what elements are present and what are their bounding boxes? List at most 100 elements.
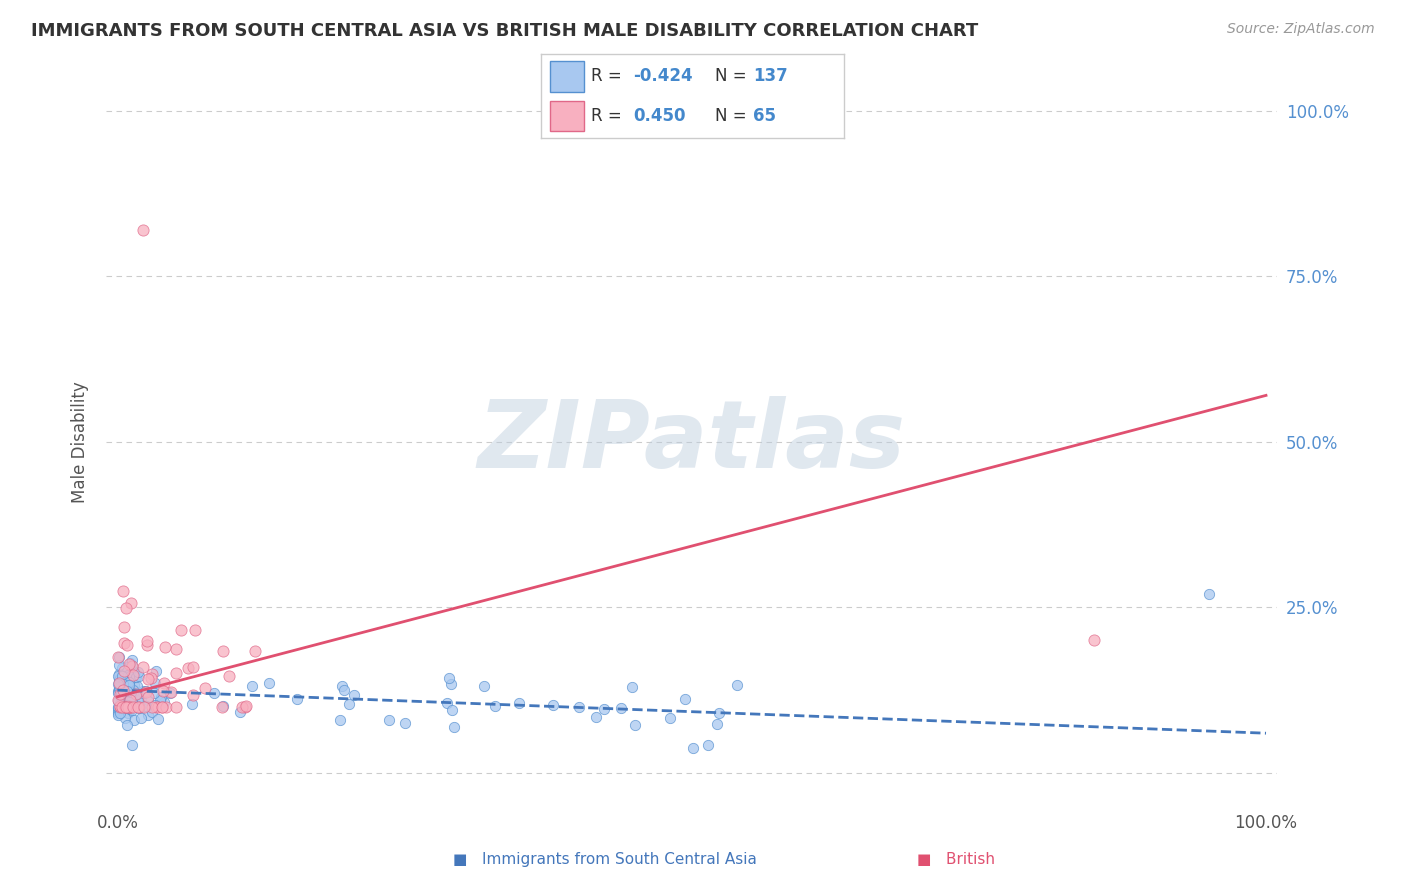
- Point: [125, 687, 148, 701]
- Point: [568, 699, 591, 714]
- Point: [110, 667, 132, 681]
- Point: [659, 711, 682, 725]
- Point: [115, 638, 138, 652]
- Point: [122, 667, 145, 681]
- Point: [121, 699, 143, 714]
- Text: IMMIGRANTS FROM SOUTH CENTRAL ASIA VS BRITISH MALE DISABILITY CORRELATION CHART: IMMIGRANTS FROM SOUTH CENTRAL ASIA VS BR…: [31, 22, 979, 40]
- Point: [508, 696, 530, 710]
- Point: [110, 688, 132, 702]
- Point: [202, 686, 225, 700]
- Point: [170, 623, 193, 637]
- Point: [332, 679, 354, 693]
- Point: [165, 641, 187, 656]
- Point: [118, 693, 141, 707]
- Point: [117, 699, 139, 714]
- Point: [437, 672, 460, 686]
- FancyBboxPatch shape: [550, 62, 583, 92]
- Point: [115, 699, 138, 714]
- Point: [120, 691, 142, 706]
- Point: [117, 679, 139, 693]
- Point: [114, 699, 136, 714]
- Point: [107, 706, 129, 720]
- Point: [121, 693, 143, 707]
- Point: [112, 664, 135, 678]
- Point: [121, 703, 143, 717]
- Point: [131, 660, 153, 674]
- Point: [165, 666, 187, 681]
- Point: [121, 693, 143, 707]
- Point: [118, 702, 141, 716]
- Point: [108, 686, 131, 700]
- Text: N =: N =: [716, 68, 752, 86]
- Point: [118, 678, 141, 692]
- Point: [155, 640, 177, 655]
- Text: ■   British: ■ British: [917, 852, 995, 867]
- Point: [337, 697, 360, 711]
- Point: [117, 706, 139, 721]
- Point: [135, 698, 157, 713]
- Point: [108, 658, 131, 673]
- Point: [115, 671, 138, 685]
- Point: [108, 673, 131, 687]
- Text: R =: R =: [591, 107, 627, 125]
- Point: [114, 671, 136, 685]
- Point: [114, 694, 136, 708]
- Point: [110, 687, 132, 701]
- Point: [139, 671, 162, 685]
- Text: 0.450: 0.450: [634, 107, 686, 125]
- Point: [143, 698, 166, 712]
- Point: [153, 675, 176, 690]
- Point: [709, 706, 731, 720]
- Point: [592, 702, 614, 716]
- Point: [153, 695, 176, 709]
- Point: [115, 683, 138, 698]
- Point: [146, 712, 169, 726]
- Point: [143, 675, 166, 690]
- Point: [108, 682, 131, 697]
- Point: [112, 619, 135, 633]
- Point: [107, 693, 129, 707]
- Point: [181, 660, 204, 674]
- Point: [150, 699, 173, 714]
- Point: [118, 675, 141, 690]
- Point: [128, 669, 150, 683]
- Point: [229, 705, 252, 719]
- Point: [108, 672, 131, 686]
- Point: [673, 691, 696, 706]
- Point: [108, 698, 131, 713]
- Point: [110, 697, 132, 711]
- Point: [329, 713, 352, 727]
- Point: [235, 699, 257, 714]
- Point: [436, 697, 458, 711]
- Point: [145, 664, 167, 678]
- Point: [122, 665, 145, 679]
- Point: [541, 698, 564, 713]
- Point: [111, 661, 134, 675]
- Point: [121, 738, 143, 752]
- Point: [145, 699, 167, 714]
- Point: [149, 693, 172, 707]
- Point: [111, 583, 134, 598]
- Text: Source: ZipAtlas.com: Source: ZipAtlas.com: [1227, 22, 1375, 37]
- Point: [177, 661, 200, 675]
- Point: [107, 699, 129, 714]
- Point: [115, 718, 138, 732]
- Point: [125, 670, 148, 684]
- Point: [108, 680, 131, 694]
- Point: [118, 675, 141, 690]
- Point: [112, 676, 135, 690]
- Point: [332, 683, 354, 698]
- Text: R =: R =: [591, 68, 627, 86]
- Point: [108, 675, 131, 690]
- Point: [150, 699, 173, 714]
- Point: [111, 677, 134, 691]
- Point: [231, 699, 253, 714]
- Point: [110, 682, 132, 697]
- Point: [610, 701, 633, 715]
- Point: [114, 686, 136, 700]
- Point: [441, 703, 464, 717]
- Point: [122, 713, 145, 727]
- Point: [107, 669, 129, 683]
- Point: [117, 668, 139, 682]
- Point: [443, 720, 465, 734]
